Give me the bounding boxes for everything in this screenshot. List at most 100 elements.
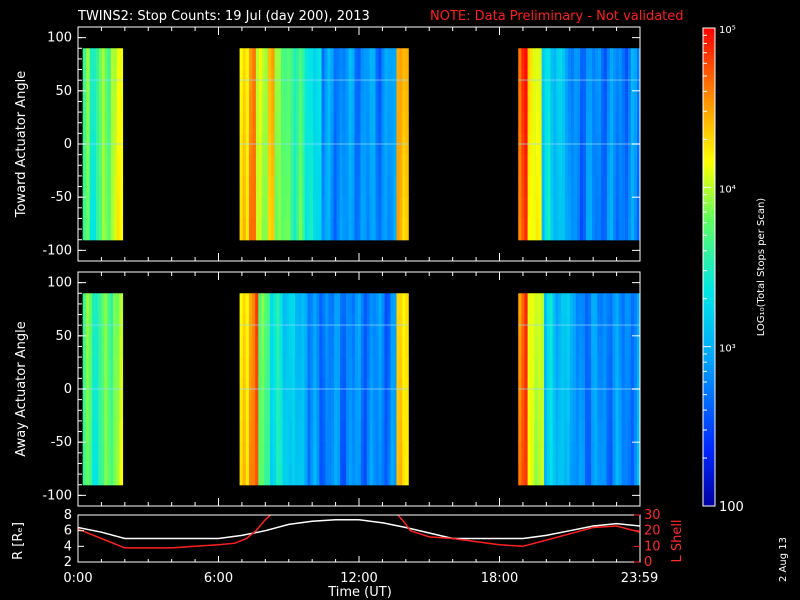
heat-cell	[245, 463, 250, 486]
heat-cell	[273, 314, 277, 337]
heat-cell	[601, 112, 605, 134]
heat-cell	[571, 90, 575, 113]
heat-cell	[328, 399, 332, 422]
heat-cell	[384, 357, 389, 379]
heat-cell	[337, 293, 341, 316]
heat-cell	[354, 175, 359, 198]
heat-cell	[98, 399, 103, 422]
heat-cell	[533, 133, 537, 156]
heat-cell	[541, 154, 546, 177]
heat-cell	[378, 69, 383, 92]
heat-cell	[552, 314, 557, 337]
y-tick-label: 0	[64, 137, 72, 152]
heat-cell	[339, 48, 344, 71]
heat-cell	[307, 69, 311, 92]
heat-cell	[405, 133, 409, 156]
heat-cell	[304, 335, 309, 358]
heat-cell	[594, 335, 598, 358]
heat-cell	[607, 218, 611, 241]
heat-cell	[330, 154, 335, 177]
heat-cell	[559, 175, 563, 198]
heat-cell	[527, 357, 532, 379]
heat-cell	[299, 175, 303, 198]
heat-cell	[592, 48, 596, 71]
heat-cell	[613, 133, 617, 156]
heat-cell	[595, 48, 599, 71]
heat-cell	[402, 293, 406, 316]
heat-cell	[530, 378, 535, 401]
heat-cell	[280, 218, 285, 241]
heat-cell	[95, 90, 100, 113]
heat-cell	[92, 335, 96, 358]
heat-cell	[258, 378, 262, 401]
heat-cell	[586, 197, 590, 220]
heat-cell	[357, 420, 362, 443]
heat-cell	[363, 69, 368, 92]
heat-cell	[619, 218, 623, 241]
heat-cell	[119, 112, 124, 134]
heat-cell	[612, 420, 617, 443]
heat-cell	[270, 293, 274, 316]
heat-cell	[363, 420, 368, 443]
heat-cell	[387, 48, 392, 71]
heat-cell	[95, 218, 100, 241]
heat-cell	[372, 154, 377, 177]
heat-cell	[637, 175, 640, 198]
heat-cell	[331, 357, 335, 379]
heat-cell	[613, 90, 617, 113]
heat-cell	[540, 420, 545, 443]
heat-cell	[296, 90, 300, 113]
heat-cell	[518, 399, 522, 422]
heat-cell	[261, 175, 266, 198]
heat-cell	[95, 314, 99, 337]
heat-cell	[113, 293, 117, 316]
heat-cell	[586, 218, 590, 241]
heat-cell	[396, 314, 400, 337]
heat-cell	[270, 357, 274, 379]
heat-cell	[561, 442, 565, 465]
heat-cell	[315, 175, 320, 198]
heat-cell	[524, 218, 529, 241]
heat-cell	[561, 378, 565, 401]
heat-cell	[351, 335, 356, 358]
heat-cell	[258, 293, 262, 316]
heat-cell	[553, 90, 557, 113]
heat-cell	[119, 378, 124, 401]
heat-cell	[325, 463, 329, 486]
heat-cell	[104, 357, 108, 379]
heat-cell	[101, 463, 105, 486]
heat-cell	[116, 197, 121, 220]
heat-cell	[524, 133, 529, 156]
heat-cell	[381, 399, 386, 422]
heat-cell	[384, 90, 389, 113]
heat-cell	[530, 133, 534, 156]
heat-cell	[299, 69, 303, 92]
heat-cell	[405, 197, 409, 220]
heat-cell	[547, 218, 552, 241]
heat-cell	[399, 218, 403, 241]
heat-cell	[393, 112, 398, 134]
heat-cell	[119, 420, 124, 443]
heat-cell	[264, 112, 269, 134]
heat-cell	[405, 154, 409, 177]
heat-cell	[581, 463, 586, 486]
heat-cell	[304, 69, 309, 92]
heat-cell	[527, 154, 532, 177]
heat-cell	[572, 442, 577, 465]
heat-cell	[258, 442, 262, 465]
heat-cell	[580, 218, 584, 241]
heat-cell	[396, 69, 400, 92]
heat-cell	[301, 420, 305, 443]
heat-cell	[325, 335, 329, 358]
heat-cell	[282, 357, 287, 379]
heat-cell	[271, 133, 276, 156]
heat-cell	[619, 112, 623, 134]
heat-cell	[325, 314, 329, 337]
x-tick-label: 18:00	[481, 571, 518, 586]
heat-cell	[245, 175, 250, 198]
heat-cell	[95, 197, 100, 220]
heat-cell	[405, 48, 409, 71]
heat-cell	[239, 48, 244, 71]
heat-cell	[606, 314, 611, 337]
